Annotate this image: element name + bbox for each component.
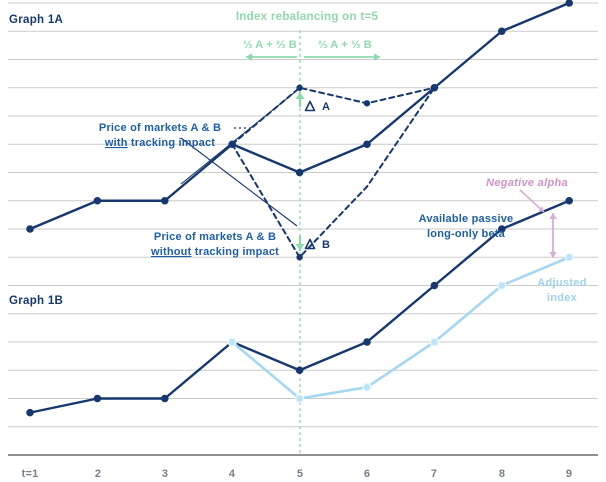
triangle-B [304,238,316,250]
index-with-tracking-marker [498,27,506,36]
label-adjusted-line1: Adjusted [537,277,586,289]
label-with-rest: tracking impact [128,137,216,149]
adjusted-index-marker [362,382,372,392]
available-beta-marker [565,196,573,205]
neg-alpha-span-head [549,252,557,258]
label-with-impact-line2: with tracking impact [104,137,215,149]
label-negative-alpha: Negative alpha [486,177,568,189]
available-beta-marker [430,281,439,290]
available-beta-marker [295,366,304,375]
tick-5: 5 [297,468,303,480]
impact-down-arrow-head [295,244,305,251]
weight-before-arrow-head [246,53,252,61]
tick-7: 7 [431,468,437,480]
label-without-impact-line1: Price of markets A & B [154,231,276,243]
market-a-letter: A [322,101,330,113]
weights-after-label: ⅔ A + ⅓ B [318,39,372,51]
available-beta-marker [498,225,506,233]
adjusted-index-marker [564,252,574,262]
tick-8: 8 [499,468,505,480]
label-without-impact-line2: without tracking impact [150,246,279,258]
graph-1a-label: Graph 1A [9,14,63,26]
market-b-letter: B [322,239,330,251]
index-with-tracking-marker [565,0,573,7]
label-without-underline: without [150,246,192,258]
tick-2: 2 [95,468,101,480]
tick-9: 9 [566,468,572,480]
index-with-tracking-marker [295,168,304,177]
available-beta-marker [161,394,169,403]
available-beta-marker [93,394,102,403]
index-with-tracking-marker [26,225,34,233]
label-adjusted-line2: index [547,292,578,304]
graph-1b-label: Graph 1B [9,295,63,307]
neg-alpha-pointer-head [538,206,544,212]
index-with-tracking-marker [161,196,169,205]
adjusted-index-marker [294,393,305,404]
arrow-layer [246,53,557,258]
weight-after-arrow-head [374,53,380,61]
weights-before-label: ⅓ A + ⅔ B [243,39,297,51]
available-beta-marker [26,408,34,417]
gridlines [8,2,598,456]
adjusted-index-marker [429,337,440,347]
series-layer [26,0,574,417]
tick-t1: t=1 [22,468,39,480]
tick-4: 4 [229,468,236,480]
label-with-impact-line1: Price of markets A & B [99,122,221,134]
index-with-tracking-marker [363,140,371,149]
neg-alpha-span-head [549,213,557,219]
tick-6: 6 [364,468,370,480]
label-with-underline: with [104,137,128,149]
market-B-line [231,86,436,259]
adjusted-index-line [230,255,571,400]
index-with-tracking-marker [93,196,102,205]
market-A-line [231,86,436,146]
tick-3: 3 [162,468,168,480]
label-without-rest: tracking impact [191,246,279,258]
available-beta-marker [363,338,371,346]
label-beta-line2: long-only beta [427,228,506,240]
market-A-marker [363,100,371,107]
impact-up-arrow-head [295,92,305,99]
market-B-marker [296,254,303,261]
label-beta-line1: Available passive [419,213,514,225]
crossing-line-down [180,137,298,227]
chart-title: Index rebalancing on t=5 [236,11,379,23]
neg-alpha-pointer [519,189,545,213]
market-A-marker [296,84,303,91]
adjusted-index-marker [227,337,237,347]
triangle-A [304,100,316,112]
adjusted-index-marker [497,280,507,291]
x-axis-ticks: t=1 2 3 4 5 6 7 8 9 [22,468,572,480]
